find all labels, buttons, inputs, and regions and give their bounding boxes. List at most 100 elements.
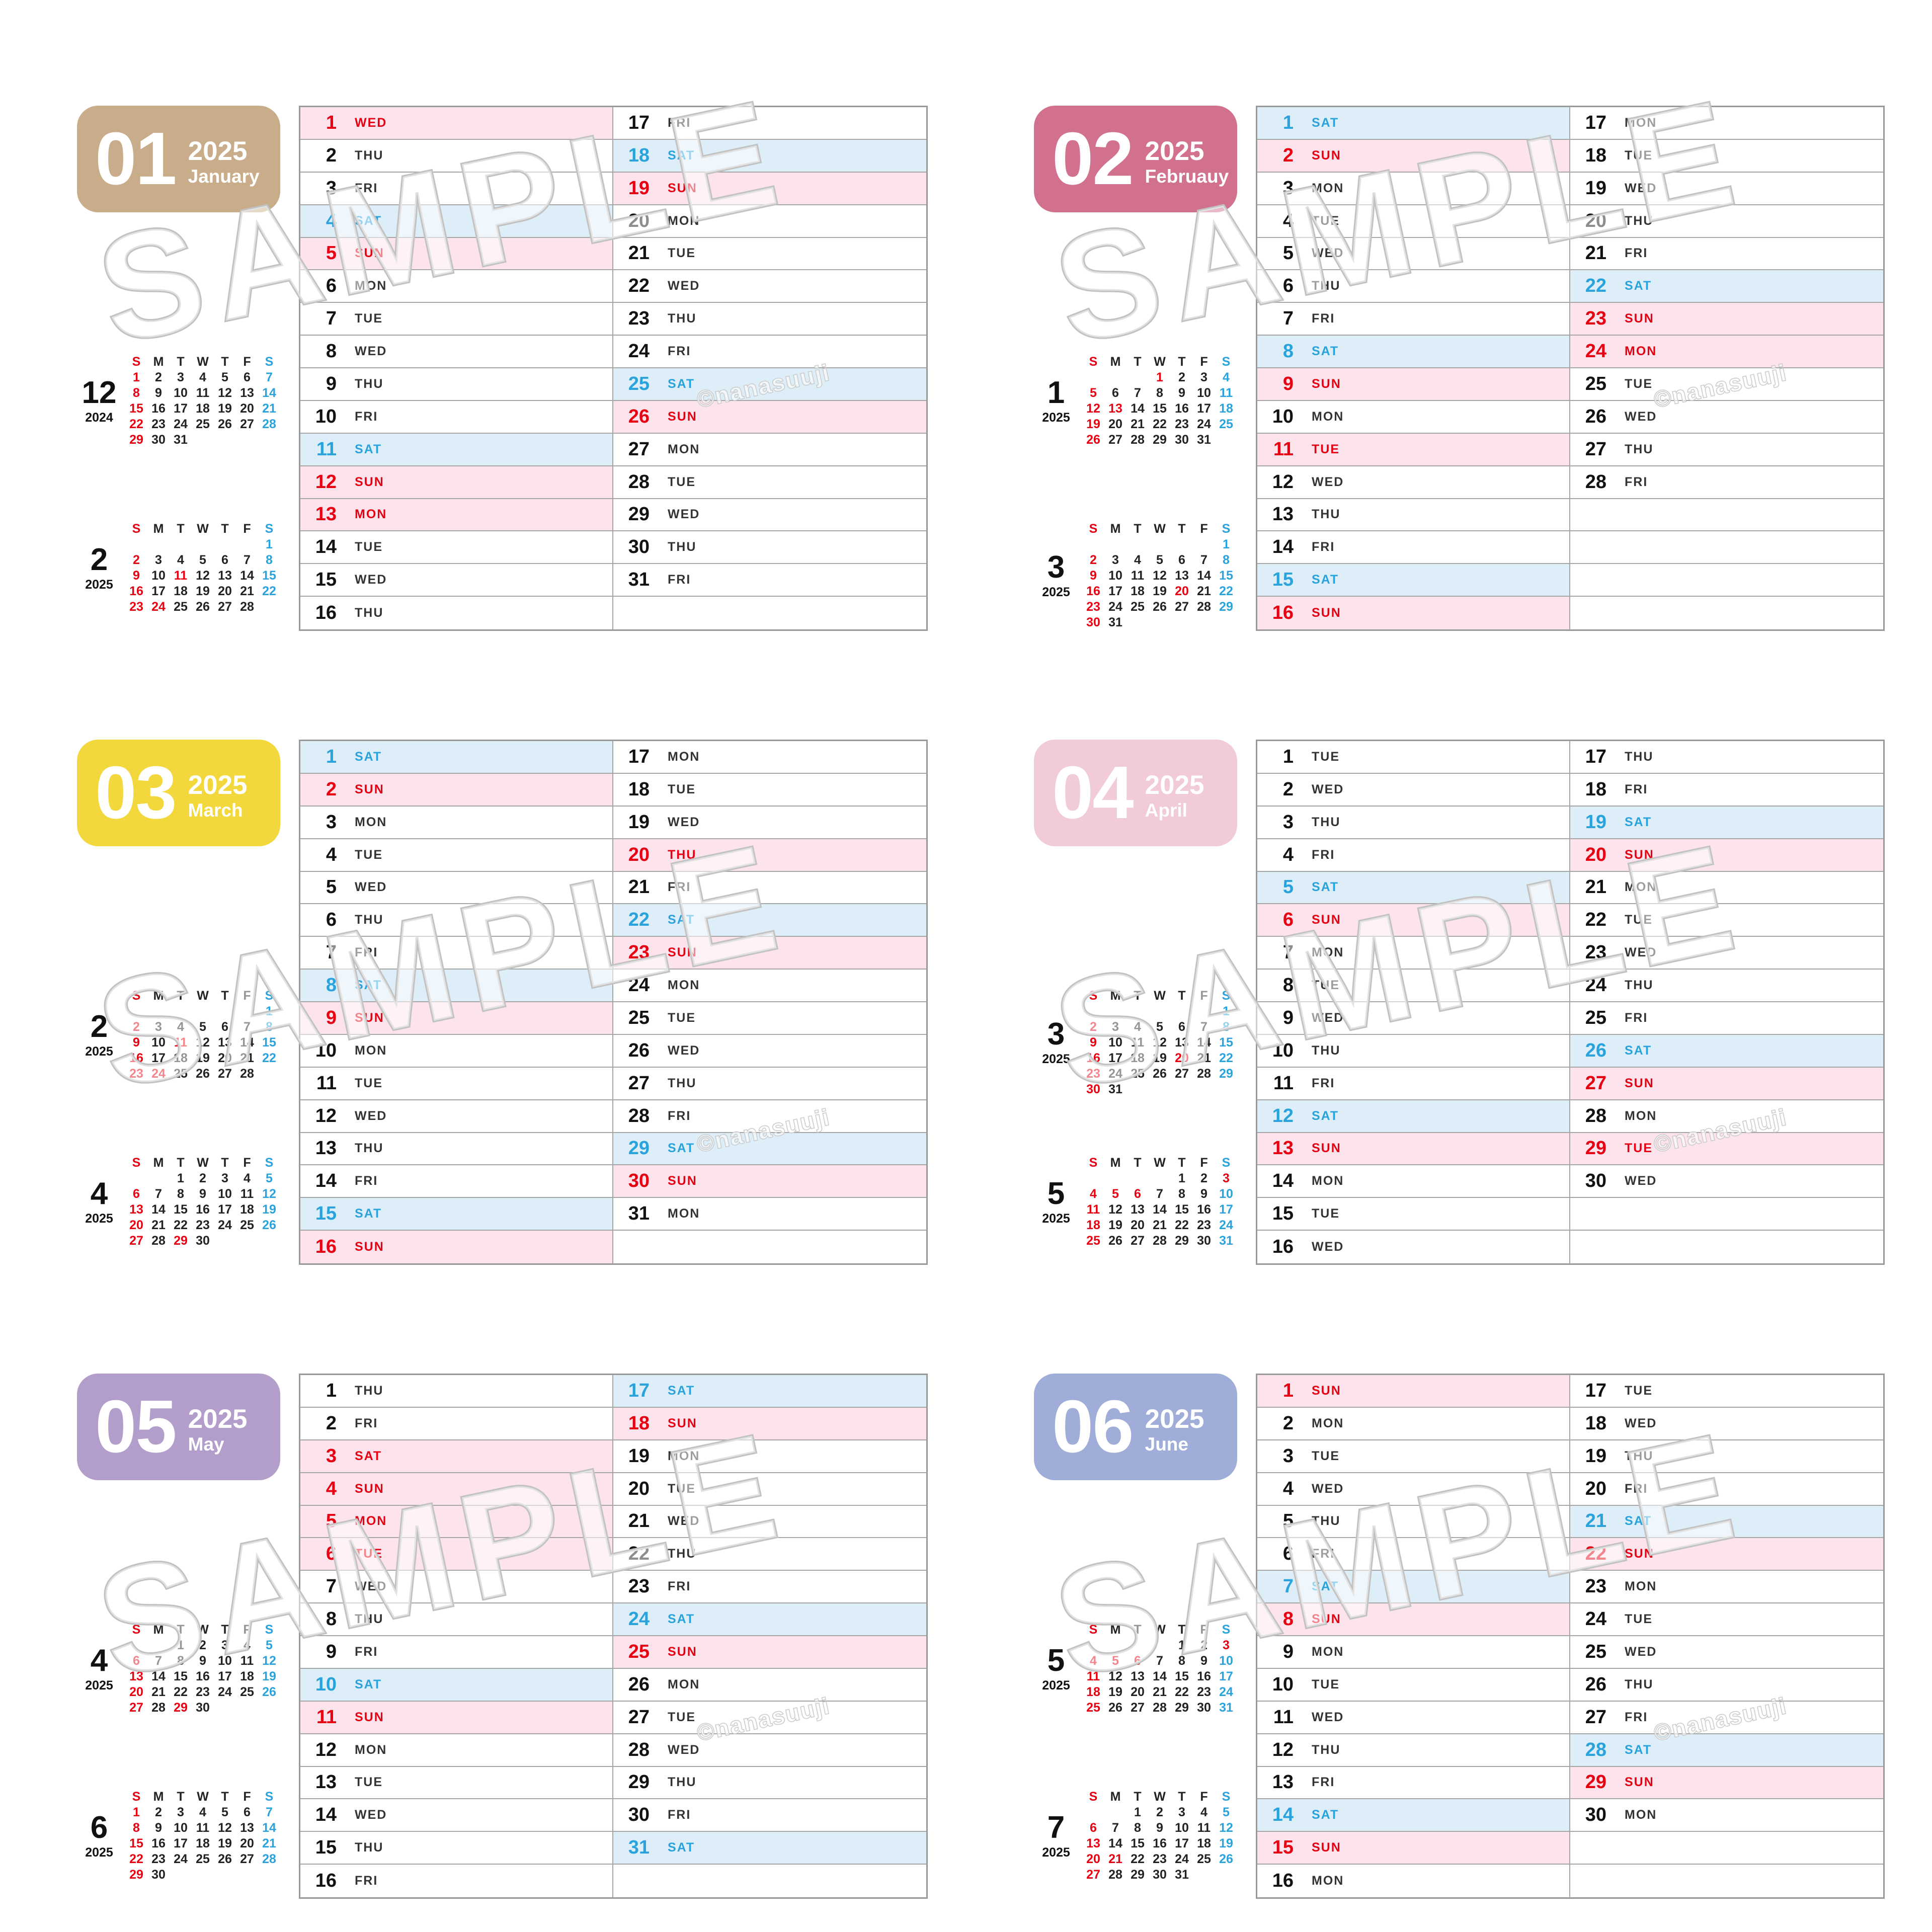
mini-day: 17 bbox=[1108, 1051, 1122, 1065]
day-number: 18 bbox=[628, 1412, 650, 1434]
mini-day: 19 bbox=[196, 584, 210, 598]
mini-blank bbox=[1193, 537, 1215, 552]
day-weekday: WED bbox=[1625, 1416, 1657, 1430]
mini-day: 2 bbox=[1156, 1805, 1163, 1819]
mini-blank bbox=[1126, 1638, 1149, 1653]
empty-cell bbox=[1570, 531, 1883, 565]
mini-day: 28 bbox=[1197, 600, 1211, 614]
empty-cell bbox=[1570, 1832, 1883, 1865]
empty-cell bbox=[613, 1231, 926, 1263]
day-row: 25 WED bbox=[1570, 1636, 1883, 1669]
day-row: 2 SUN bbox=[1257, 139, 1570, 173]
mini-day: 17 bbox=[174, 1836, 188, 1850]
mini-day: 14 bbox=[1131, 401, 1145, 416]
day-row: 9 THU bbox=[300, 368, 613, 401]
day-row: 16 FRI bbox=[300, 1865, 613, 1897]
day-weekday: TUE bbox=[1312, 1206, 1340, 1221]
mini-day: 2 bbox=[1178, 370, 1185, 384]
mini-day: 16 bbox=[196, 1202, 210, 1217]
mini-day: 16 bbox=[151, 401, 166, 416]
mini-day: 6 bbox=[1178, 553, 1185, 567]
day-weekday: WED bbox=[1625, 181, 1657, 195]
day-row: 10 MON bbox=[300, 1034, 613, 1068]
mini-dow-header: S bbox=[265, 989, 274, 1003]
mini-day: 25 bbox=[174, 600, 188, 614]
mini-day: 12 bbox=[1153, 1035, 1167, 1050]
day-number: 8 bbox=[326, 975, 337, 996]
mini-year: 2025 bbox=[1042, 1678, 1070, 1693]
mini-dow-header: M bbox=[153, 1156, 164, 1170]
mini-day: 22 bbox=[1175, 1218, 1189, 1232]
mini-year: 2025 bbox=[1042, 585, 1070, 599]
day-number: 11 bbox=[1273, 1072, 1294, 1094]
day-number: 4 bbox=[326, 1478, 337, 1499]
day-row: 9 MON bbox=[1257, 1636, 1570, 1669]
day-row: 28 MON bbox=[1570, 1100, 1883, 1133]
mini-month-number: 1 bbox=[1047, 375, 1065, 410]
day-number: 26 bbox=[628, 1673, 650, 1695]
mini-month-number: 5 bbox=[1047, 1643, 1065, 1678]
mini-dow-header: M bbox=[1110, 355, 1121, 369]
mini-day: 20 bbox=[1175, 1051, 1189, 1065]
mini-day: 30 bbox=[1153, 1868, 1167, 1882]
day-weekday: SAT bbox=[668, 913, 695, 927]
mini-day: 2 bbox=[155, 1805, 162, 1819]
day-row: 23 SUN bbox=[1570, 303, 1883, 336]
mini-dow-header: W bbox=[1154, 1156, 1166, 1170]
mini-day: 14 bbox=[1197, 1035, 1211, 1050]
day-number: 29 bbox=[1585, 1138, 1606, 1159]
day-number: 27 bbox=[628, 1072, 650, 1094]
mini-dow-header: W bbox=[1154, 522, 1166, 536]
day-number: 7 bbox=[326, 308, 337, 330]
mini-day: 9 bbox=[155, 386, 162, 400]
mini-day: 27 bbox=[129, 1701, 143, 1715]
day-weekday: THU bbox=[1312, 1742, 1341, 1757]
day-row: 31 MON bbox=[613, 1198, 926, 1231]
mini-calendar-next-month: 7 2025 S M T W T F S 1 2 3 4 5 6 7 8 9 10 11 12 13 14 15 16 17 18 1… bbox=[1034, 1789, 1237, 1883]
mini-day: 21 bbox=[240, 584, 254, 598]
mini-day: 20 bbox=[240, 1836, 254, 1850]
day-weekday: FRI bbox=[1625, 474, 1648, 489]
day-number: 7 bbox=[1282, 1576, 1294, 1597]
badge-meta: 2025 June bbox=[1145, 1398, 1204, 1456]
mini-year: 2025 bbox=[85, 1678, 113, 1693]
mini-dow-header: S bbox=[1089, 1156, 1098, 1170]
day-number: 6 bbox=[1282, 909, 1294, 931]
mini-day: 8 bbox=[1223, 553, 1230, 567]
day-number: 14 bbox=[315, 1804, 337, 1826]
month-badge: 03 2025 March bbox=[77, 740, 280, 846]
day-number: 23 bbox=[1585, 1576, 1606, 1597]
mini-month-number: 6 bbox=[90, 1810, 108, 1845]
mini-day: 20 bbox=[129, 1685, 143, 1699]
mini-day: 13 bbox=[1175, 569, 1189, 583]
day-number: 19 bbox=[628, 177, 650, 199]
day-weekday: WED bbox=[1312, 1010, 1344, 1025]
mini-day: 11 bbox=[174, 1035, 188, 1050]
day-row: 1 THU bbox=[300, 1375, 613, 1408]
day-row: 12 THU bbox=[1257, 1734, 1570, 1767]
day-row: 17 FRI bbox=[613, 107, 926, 140]
day-row: 22 TUE bbox=[1570, 904, 1883, 937]
mini-calendar-prev-month: 5 2025 S M T W T F S 1 2 3 4 5 6 7 8 9 10 11 12 13 14 15 16 17 18 1… bbox=[1034, 1622, 1237, 1716]
mini-dow-header: F bbox=[243, 1790, 251, 1804]
day-row: 30 WED bbox=[1570, 1165, 1883, 1198]
empty-cell bbox=[1570, 1198, 1883, 1231]
month-panel-march: 03 2025 March 2 2025 S M T W T F S 1 2 3 4 5 6 7 8 9 10 11 12 13… bbox=[77, 740, 928, 1266]
mini-dow-header: T bbox=[1134, 1156, 1142, 1170]
mini-day: 18 bbox=[1219, 401, 1233, 416]
mini-month-label: 5 2025 bbox=[1034, 1645, 1078, 1693]
mini-day: 4 bbox=[177, 553, 184, 567]
mini-day: 26 bbox=[1086, 433, 1100, 447]
day-row: 15 SUN bbox=[1257, 1832, 1570, 1865]
mini-day: 27 bbox=[240, 1852, 254, 1866]
day-number: 7 bbox=[1282, 942, 1294, 963]
day-weekday: WED bbox=[1312, 1710, 1344, 1724]
day-weekday: MON bbox=[668, 1677, 700, 1692]
badge-month-name: Februauy bbox=[1145, 166, 1229, 187]
day-number: 2 bbox=[1282, 144, 1294, 166]
day-number: 17 bbox=[628, 746, 650, 767]
mini-day: 27 bbox=[1131, 1234, 1145, 1248]
mini-day: 15 bbox=[129, 1836, 143, 1850]
mini-dow-header: F bbox=[243, 1623, 251, 1637]
mini-grid: S M T W T F S 1 2 3 4 5 6 7 8 9 10 11 12 13 14 15 16 17 18 19 20 21… bbox=[125, 1789, 280, 1883]
